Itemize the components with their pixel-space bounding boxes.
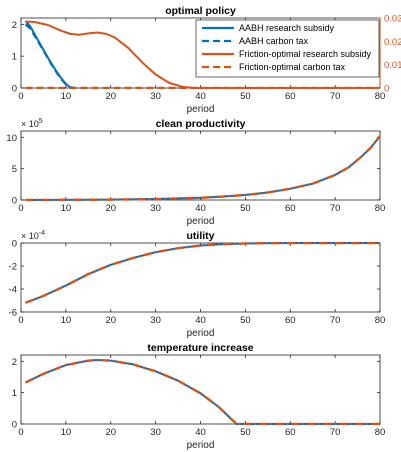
x-tick-label: 60	[285, 203, 296, 214]
series-line-2	[24, 23, 76, 89]
x-tick-label: 10	[61, 427, 72, 438]
y2-tick-label: 0	[384, 84, 389, 95]
y-tick-label: 2	[12, 357, 17, 368]
x-tick-label: 0	[18, 315, 23, 326]
y-tick-label: -6	[9, 308, 17, 319]
series-line-2	[25, 242, 380, 304]
axes-box	[20, 354, 381, 425]
chart-title: utility	[187, 230, 215, 242]
y2-tick-label: 0.03	[384, 14, 401, 25]
series-group	[25, 135, 380, 201]
x-tick-label: 10	[61, 91, 72, 102]
x-axis-label: period	[187, 216, 215, 227]
legend-label: Friction-optimal carbon tax	[239, 62, 346, 72]
x-tick-label: 50	[240, 91, 251, 102]
x-tick-label: 30	[150, 91, 161, 102]
y-tick-label: 5	[12, 164, 17, 175]
x-tick-label: 0	[18, 203, 23, 214]
x-tick-label: 60	[285, 427, 296, 438]
y-tick-label: -2	[9, 262, 17, 273]
x-tick-label: 30	[150, 427, 161, 438]
x-tick-label: 60	[285, 315, 296, 326]
x-tick-label: 60	[285, 91, 296, 102]
x-tick-label: 20	[105, 315, 116, 326]
x-axis-label: period	[187, 328, 215, 339]
x-tick-label: 0	[18, 427, 23, 438]
x-axis-label: period	[187, 104, 215, 115]
x-tick-label: 70	[330, 315, 341, 326]
series-line-2	[24, 358, 380, 425]
y-tick-label: 10	[6, 133, 17, 144]
x-tick-label: 30	[150, 315, 161, 326]
chart-title: temperature increase	[147, 342, 253, 354]
x-tick-label: 50	[240, 315, 251, 326]
x-axis-label: period	[187, 440, 215, 451]
y-exponent-label: × 10-4	[21, 230, 45, 241]
chart-title: clean productivity	[156, 118, 246, 130]
y-tick-label: 0	[12, 84, 17, 95]
x-tick-label: 70	[330, 91, 341, 102]
y-tick-label: 2	[12, 20, 17, 31]
y-tick-label: -4	[9, 285, 17, 296]
axes-box	[20, 242, 381, 313]
x-tick-label: 10	[61, 315, 72, 326]
x-tick-label: 20	[105, 427, 116, 438]
series-group	[24, 358, 380, 425]
x-tick-label: 20	[105, 91, 116, 102]
chart-panel-3: utility 0 10 20 30 40 50 60 70 80 period -6 -4 -2 0 × 1…	[9, 230, 386, 339]
x-tick-label: 20	[105, 203, 116, 214]
x-tick-label: 80	[375, 427, 386, 438]
y-tick-label: 0	[12, 420, 17, 431]
x-tick-label: 40	[195, 91, 206, 102]
series-group	[24, 20, 380, 89]
x-tick-label: 70	[330, 427, 341, 438]
x-tick-label: 40	[195, 203, 206, 214]
y-tick-label: 0	[12, 239, 17, 250]
x-tick-label: 0	[18, 91, 23, 102]
legend-label: AABH research subsidy	[239, 23, 335, 33]
legend-label: Friction-optimal research subsidy	[239, 49, 372, 59]
chart-title: optimal policy	[165, 5, 236, 17]
x-tick-label: 30	[150, 203, 161, 214]
y2-tick-label: 0.01	[384, 60, 401, 71]
y2-tick-label: 0.02	[384, 37, 401, 48]
x-tick-label: 80	[375, 203, 386, 214]
y-tick-label: 1	[12, 52, 17, 63]
x-tick-label: 80	[375, 91, 386, 102]
x-tick-label: 50	[240, 203, 251, 214]
axes-box	[20, 130, 381, 201]
legend: AABH research subsidy AABH carbon tax Fric…	[195, 19, 380, 78]
y-exponent-label: × 105	[21, 118, 43, 129]
x-tick-label: 40	[195, 427, 206, 438]
x-tick-label: 70	[330, 203, 341, 214]
y-tick-label: 0	[12, 196, 17, 207]
x-tick-label: 80	[375, 315, 386, 326]
y-tick-label: 1	[12, 388, 17, 399]
x-tick-label: 40	[195, 315, 206, 326]
legend-label: AABH carbon tax	[239, 36, 309, 46]
x-tick-label: 10	[61, 203, 72, 214]
x-tick-label: 50	[240, 427, 251, 438]
series-line-2	[25, 135, 380, 201]
series-group	[25, 242, 380, 304]
